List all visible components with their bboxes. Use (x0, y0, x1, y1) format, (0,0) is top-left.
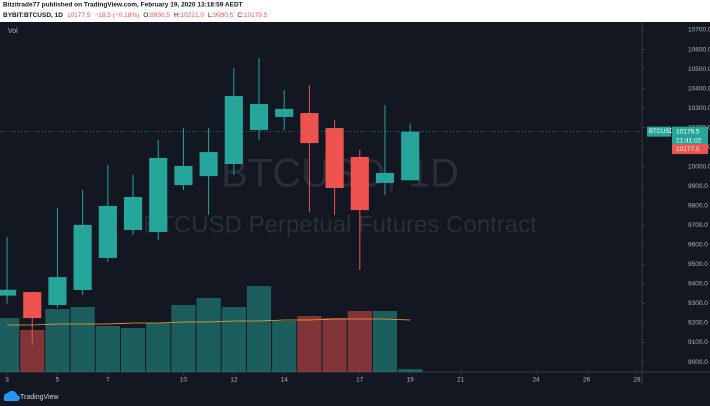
candle-body (98, 205, 117, 258)
symbol: BYBIT:BTCUSD, 1D (3, 12, 63, 19)
bid-tag-bg (672, 144, 708, 155)
y-tick-label: 9300.0 (688, 300, 708, 307)
y-tick-label: 9200.0 (688, 320, 708, 327)
x-tick-label: 21 (457, 377, 465, 384)
volume-bar (171, 305, 196, 372)
author-line: Bitzitrade77 published on TradingView.co… (3, 2, 243, 9)
change: −18.5 (−0.18%) (94, 12, 139, 19)
candle-body (199, 152, 218, 177)
candle-body (375, 172, 395, 183)
y-tick-label: 10600.0 (688, 46, 710, 53)
x-tick-label: 24 (533, 377, 541, 384)
x-tick-label: 19 (407, 377, 415, 384)
x-tick-label: 14 (281, 377, 289, 384)
last-price: 10177.5 (67, 12, 91, 19)
brand-logo (3, 390, 20, 401)
y-tick-label: 9000.0 (688, 359, 708, 366)
header-bar (0, 0, 710, 22)
ohlc-key: C: (237, 12, 244, 19)
x-tick-label: 26 (583, 377, 591, 384)
candle-body (0, 289, 17, 296)
candle-body (401, 131, 420, 181)
symbol-tag-bg (647, 126, 671, 137)
y-tick-label: 9900.0 (688, 183, 708, 190)
ohlc-value: 10179.5 (244, 12, 268, 19)
y-tick-label: 9100.0 (688, 339, 708, 346)
volume-bar (272, 321, 297, 372)
volume-bar (297, 316, 322, 372)
y-tick-label: 9800.0 (688, 203, 708, 210)
volume-bar (70, 307, 95, 372)
x-tick-label: 3 (5, 377, 9, 384)
y-tick-label: 10500.0 (688, 66, 710, 73)
volume-bar (95, 326, 120, 372)
symbol-line: BYBIT:BTCUSD, 1D 10177.5 −18.5 (−0.18%) O:9… (3, 12, 268, 19)
candle-body (123, 197, 143, 231)
y-tick-label: 9600.0 (688, 242, 708, 249)
ohlc-value: 9930.5 (150, 12, 170, 19)
volume-bar (221, 307, 246, 372)
volume-bar (0, 318, 20, 372)
watermark-subtitle: BTCUSD Perpetual Futures Contract (143, 211, 537, 238)
ohlc-key: L: (208, 12, 214, 19)
volume-bar (322, 318, 347, 372)
y-tick-label: 9700.0 (688, 222, 708, 229)
y-tick-label: 10700.0 (688, 27, 710, 34)
candle-body (23, 292, 42, 319)
candle-body (73, 224, 92, 290)
y-tick-label: 10000.0 (688, 163, 710, 170)
ohlc-value: 10221.0 (181, 12, 205, 19)
volume-bar (398, 369, 423, 372)
x-tick-label: 10 (180, 377, 188, 384)
volume-label: Vol (8, 28, 18, 35)
x-tick-label: 17 (356, 377, 364, 384)
ohlc-key: H: (174, 12, 181, 19)
price-tag-bg (672, 126, 708, 146)
candle-body (275, 108, 294, 117)
bid-tag: 10177.5 (676, 146, 700, 153)
price-tag: 10179.5 (676, 128, 700, 135)
volume-bar (347, 311, 372, 372)
candle-body (300, 113, 319, 144)
volume-bar (120, 328, 146, 372)
volume-ma (7, 318, 411, 326)
volume-bar (45, 309, 70, 372)
volume-bar (146, 323, 171, 372)
candle-body (174, 165, 193, 186)
footer (0, 385, 710, 406)
x-tick-label: 7 (106, 377, 110, 384)
candle-body (249, 104, 269, 131)
x-tick-label: 28 (633, 377, 641, 384)
x-tick-label: 5 (56, 377, 60, 384)
x-tick-label: 12 (230, 377, 238, 384)
candle-body (48, 277, 67, 306)
ohlc-value: 9930.5 (213, 12, 233, 19)
candle-body (149, 157, 168, 232)
brand: TradingView (20, 394, 59, 401)
y-tick-label: 9500.0 (688, 261, 708, 268)
volume-bar (372, 311, 398, 372)
volume-bar (246, 286, 272, 372)
countdown: 21:41:02 (676, 137, 702, 144)
y-tick-label: 10300.0 (688, 105, 710, 112)
candle-body (350, 156, 369, 211)
candle-body (224, 96, 243, 164)
y-tick-label: 10400.0 (688, 85, 710, 92)
y-tick-label: 9400.0 (688, 281, 708, 288)
ohlc-key: O: (143, 12, 150, 19)
volume-bar (196, 298, 221, 372)
symbol-tag: BTCUSD (649, 129, 674, 135)
candle-body (325, 128, 344, 189)
